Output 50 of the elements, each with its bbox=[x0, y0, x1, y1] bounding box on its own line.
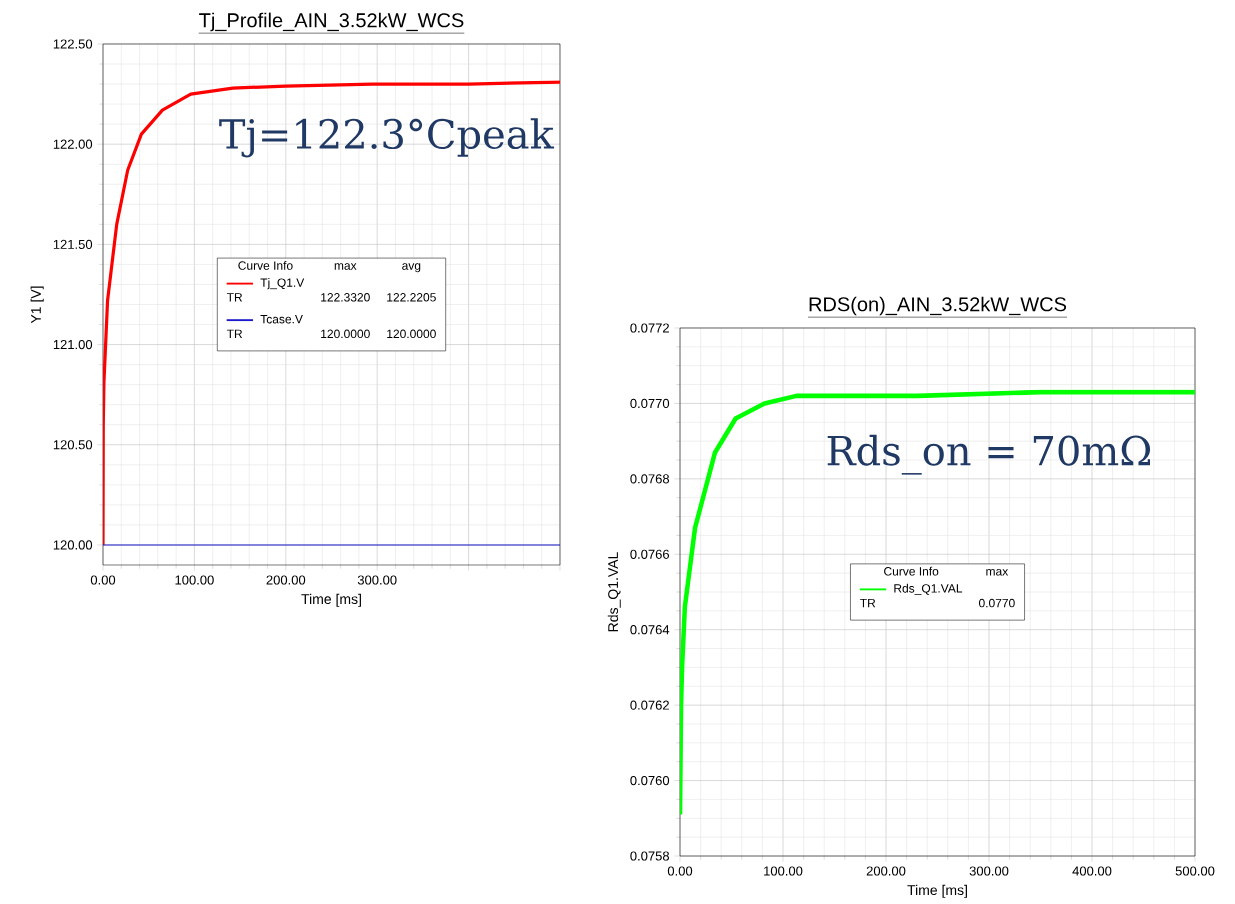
y-tick-label: 0.0764 bbox=[630, 625, 670, 635]
x-axis-title: Time [ms] bbox=[301, 593, 361, 607]
x-tick-label: 0.00 bbox=[90, 575, 116, 585]
y-axis-title: Rds_Q1.VAL bbox=[607, 552, 621, 632]
x-tick-label: 100.00 bbox=[764, 866, 803, 876]
x-tick-label: 100.00 bbox=[175, 575, 214, 585]
y-tick-label: 121.50 bbox=[53, 239, 93, 249]
annotation: TR bbox=[226, 293, 243, 302]
annotation: Tj=122.3°Cpeak bbox=[219, 118, 555, 158]
x-tick-label: 300.00 bbox=[969, 866, 1009, 876]
annotation: TR bbox=[226, 329, 243, 338]
annotation: avg bbox=[402, 263, 421, 273]
x-tick-label: 0.00 bbox=[667, 866, 693, 876]
line-series bbox=[680, 389, 1195, 817]
annotation: TR bbox=[860, 598, 876, 608]
legend-label: Rds_Q1.VAL bbox=[894, 583, 963, 595]
y-tick-label: 0.0766 bbox=[630, 549, 670, 559]
annotation: max bbox=[986, 569, 1009, 576]
y-tick-label: 0.0772 bbox=[630, 323, 669, 333]
line-series bbox=[103, 80, 560, 547]
annotation: Rds_on = 70mΩ bbox=[827, 434, 1151, 475]
y-axis-title: Y1 [V] bbox=[30, 286, 44, 324]
y-tick-label: 120.00 bbox=[53, 540, 93, 550]
x-axis-title: Time [ms] bbox=[907, 884, 967, 898]
chart-title: RDS(on)_AIN_3.52kW_WCS bbox=[809, 296, 1067, 316]
y-tick-label: 0.0768 bbox=[630, 474, 670, 484]
annotation: 122.3320 bbox=[321, 293, 370, 302]
y-tick-label: 120.50 bbox=[53, 440, 93, 450]
annotation: 122.2205 bbox=[387, 293, 436, 302]
y-tick-label: 122.00 bbox=[53, 139, 93, 149]
x-tick-label: 300.00 bbox=[357, 575, 397, 585]
annotation: max bbox=[334, 263, 357, 270]
y-tick-label: 0.0760 bbox=[630, 775, 670, 786]
annotation: 120.0000 bbox=[387, 329, 436, 339]
y-tick-label: 0.0762 bbox=[630, 700, 669, 710]
legend-title: Curve Info bbox=[238, 261, 293, 270]
chart-title: Tj_Profile_AIN_3.52kW_WCS bbox=[199, 12, 464, 32]
y-tick-label: 121.00 bbox=[53, 339, 93, 350]
x-tick-label: 500.00 bbox=[1175, 866, 1215, 876]
x-tick-label: 400.00 bbox=[1072, 866, 1112, 876]
y-tick-label: 0.0770 bbox=[630, 398, 670, 409]
legend-title: Curve Info bbox=[884, 566, 939, 576]
legend-label: Tcase.V bbox=[260, 315, 303, 324]
x-tick-label: 200.00 bbox=[266, 575, 306, 585]
annotation: 120.0000 bbox=[321, 329, 370, 339]
annotation: 0.0770 bbox=[978, 598, 1015, 608]
y-tick-label: 122.50 bbox=[53, 39, 93, 49]
y-tick-label: 0.0758 bbox=[630, 851, 670, 861]
x-tick-label: 200.00 bbox=[866, 866, 906, 876]
legend-label: Tj_Q1.V bbox=[260, 278, 305, 290]
